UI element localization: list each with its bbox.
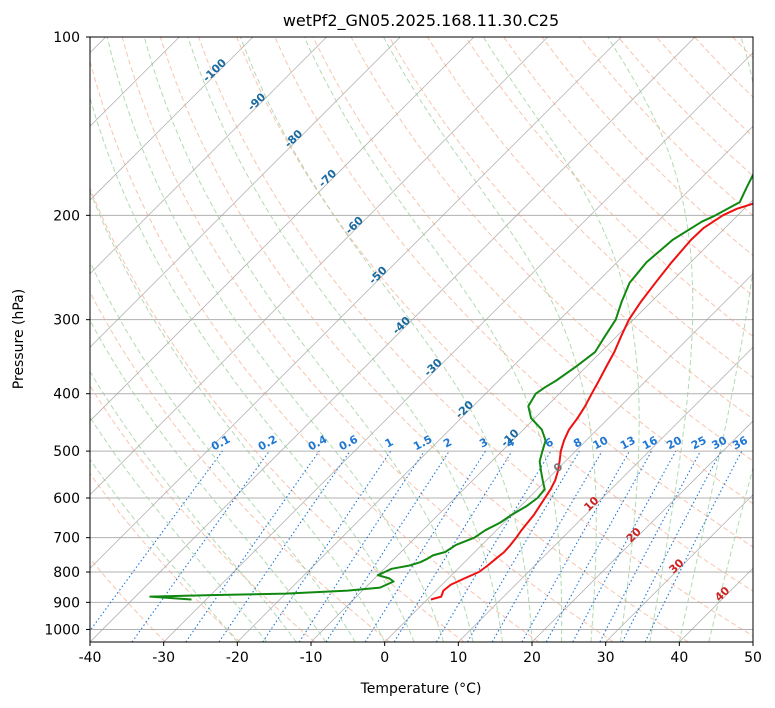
isotherm-line	[90, 37, 548, 496]
sounding-profiles	[149, 172, 753, 601]
y-axis-ticks: 100 200 300 400 500 600 700 800 900 1000	[44, 30, 90, 638]
mixing-ratio-line	[545, 450, 653, 642]
x-tick-label: 0	[380, 650, 389, 666]
mixing-ratio-line	[393, 450, 513, 642]
moist-adiabat-line	[90, 260, 356, 642]
chart-title: wetPf2_GN05.2025.168.11.30.C25	[283, 11, 559, 31]
mixing-ratio-line	[298, 450, 425, 642]
y-tick-label: 400	[53, 387, 80, 403]
mixing-ratio-line	[325, 450, 450, 642]
y-tick-label: 100	[53, 30, 80, 46]
x-tick-label: -10	[300, 650, 323, 666]
dry-adiabat-line	[274, 37, 753, 548]
mixing-ratio-line	[572, 450, 677, 642]
plot-background	[90, 37, 753, 642]
isotherm-line	[90, 37, 475, 422]
y-tick-label: 500	[53, 444, 80, 460]
isotherm-line	[605, 494, 753, 642]
moist-adiabat-line	[106, 37, 445, 642]
mixing-ratio-line	[644, 450, 743, 642]
dry-adiabat-line	[90, 59, 540, 642]
moist-adiabat-line	[607, 37, 694, 642]
mixing-ratio-label: 25	[689, 434, 709, 453]
y-tick-label: 700	[53, 531, 80, 547]
dry-adiabat-line	[90, 472, 241, 642]
y-tick-label: 300	[53, 313, 80, 329]
mixing-ratio-label: 36	[730, 434, 750, 453]
isotherm-line	[310, 199, 753, 642]
isotherm-line	[531, 420, 753, 642]
dewpoint-line	[149, 172, 753, 601]
x-tick-label: 50	[744, 650, 762, 666]
x-tick-label: -40	[79, 650, 102, 666]
moist-adiabat-line	[90, 458, 238, 642]
y-tick-label: 200	[53, 208, 80, 224]
mixing-ratio-label: 30	[710, 434, 730, 453]
mixing-ratio-lines	[90, 450, 743, 642]
dry-adiabat-line	[90, 186, 465, 642]
moist-adiabat-line	[383, 37, 597, 642]
dry-adiabat-line	[159, 37, 689, 642]
mixing-ratio-line	[131, 450, 270, 642]
mixing-ratio-label: 13	[618, 434, 638, 453]
y-tick-label: 1000	[44, 622, 80, 638]
dry-adiabat-line	[503, 37, 753, 297]
isotherm-line	[163, 52, 753, 642]
dry-adiabat-line	[236, 37, 753, 592]
plot-frame	[89, 36, 754, 643]
moist-adiabat-line	[187, 37, 503, 642]
x-tick-label: 30	[597, 650, 615, 666]
pressure-gridlines	[90, 36, 753, 630]
isotherm-line	[384, 273, 753, 642]
dry-adiabat-line	[90, 384, 316, 642]
x-tick-label: 10	[449, 650, 467, 666]
mixing-ratio-line	[90, 450, 223, 632]
mixing-ratio-label: 16	[640, 434, 660, 453]
y-axis-label: Pressure (hPa)	[11, 289, 27, 389]
isotherm-line	[90, 37, 401, 348]
mixing-ratio-label: 10	[591, 433, 611, 452]
moist-adiabat-line	[708, 466, 753, 642]
moist-adiabat-line	[90, 189, 386, 642]
x-axis-ticks: -40 -30 -20 -10 0 10 20 30 40 50	[79, 642, 762, 666]
moist-adiabat-line	[239, 37, 533, 642]
y-tick-label: 600	[53, 491, 80, 507]
x-tick-label: 40	[670, 650, 688, 666]
mixing-ratio-label: 20	[664, 433, 684, 452]
y-tick-label: 900	[53, 595, 80, 611]
moist-adiabat-line	[90, 319, 327, 642]
dry-adiabats	[90, 37, 753, 642]
dry-adiabat-line	[121, 37, 614, 642]
isotherm-line	[90, 37, 254, 201]
isotherm-line	[90, 37, 622, 569]
dry-adiabat-line	[350, 37, 753, 462]
moist-adiabat-line	[90, 416, 268, 642]
x-tick-label: 20	[523, 650, 541, 666]
temperature-line	[430, 202, 753, 601]
dry-adiabat-line	[198, 37, 753, 637]
isotherm-line	[90, 37, 696, 642]
mixing-ratio-line	[262, 450, 392, 642]
isotherms	[90, 37, 753, 642]
x-tick-label: -30	[152, 650, 175, 666]
mixing-ratio-line	[185, 450, 320, 642]
dry-adiabat-line	[426, 37, 753, 378]
isotherm-line	[90, 37, 327, 275]
mixing-ratio-line	[218, 450, 351, 642]
isotherm-line	[237, 125, 753, 642]
x-axis-label: Temperature (°C)	[360, 681, 482, 697]
y-tick-label: 800	[53, 565, 80, 581]
moist-adiabat-line	[678, 37, 753, 642]
x-tick-label: -20	[226, 650, 249, 666]
moist-adiabat-line	[143, 37, 474, 642]
dry-adiabat-line	[90, 291, 390, 642]
moist-adiabat-line	[482, 37, 640, 642]
dry-adiabat-line	[90, 557, 166, 642]
mixing-ratio-line	[521, 450, 630, 642]
